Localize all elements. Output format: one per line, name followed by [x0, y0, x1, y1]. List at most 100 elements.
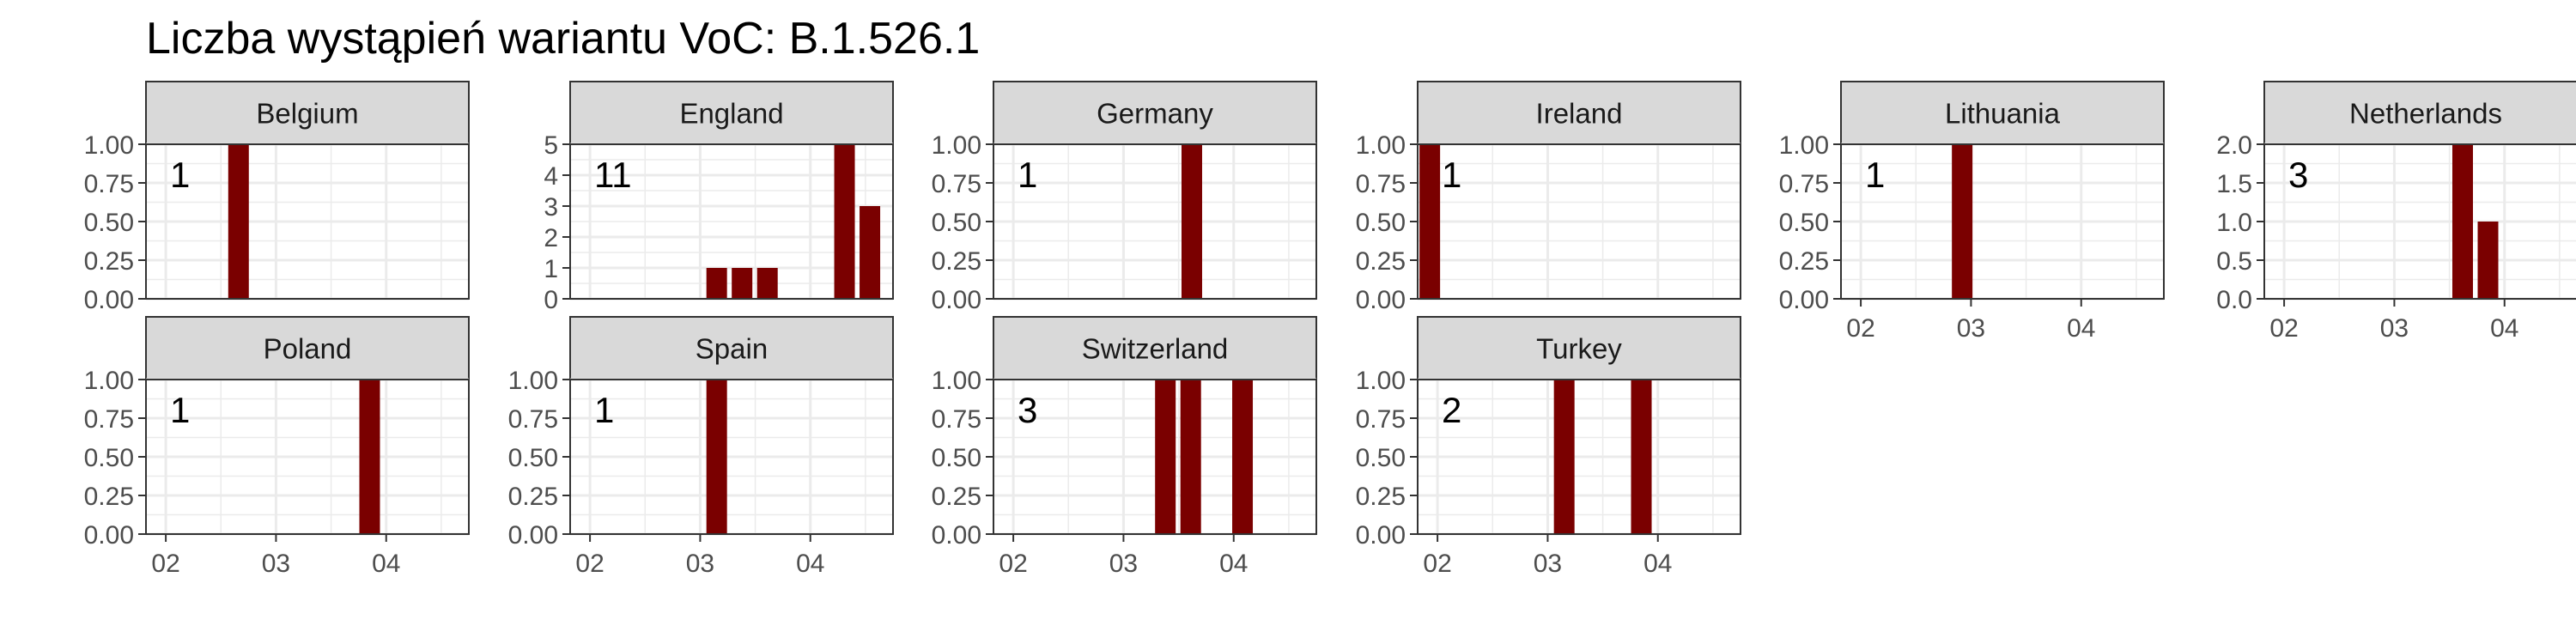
bar-switzerland-2	[1180, 380, 1201, 534]
panel-ireland: Ireland 1 0.00 0.25 0.50 0.75 1.00	[1356, 81, 1741, 314]
y-tick-label-belgium: 0.75	[84, 170, 134, 198]
panel-netherlands: Netherlands 3 0.0 0.5 1.0 1.5 2.0 02 03 04	[2216, 81, 2576, 343]
y-tick-label-germany: 0.50	[932, 209, 981, 237]
x-tick-label-lithuania: 02	[1846, 314, 1874, 343]
chart-title: Liczba wystąpień wariantu VoC: B.1.526.1	[146, 14, 980, 64]
bar-ireland-1	[1419, 144, 1441, 299]
count-label-lithuania: 1	[1865, 155, 1885, 195]
x-tick-label-switzerland: 02	[999, 550, 1027, 578]
x-tick-label-spain: 02	[575, 550, 604, 578]
bar-england-2	[732, 268, 753, 299]
count-label-switzerland: 3	[1018, 390, 1037, 430]
strip-label-england: England	[679, 98, 783, 130]
y-tick-label-switzerland: 0.75	[932, 405, 981, 434]
strip-label-germany: Germany	[1097, 98, 1213, 130]
y-tick-label-spain: 0.50	[508, 444, 558, 472]
y-tick-label-lithuania: 0.00	[1779, 286, 1829, 314]
strip-belgium	[145, 81, 470, 145]
y-tick-label-poland: 0.25	[84, 483, 134, 511]
y-tick-label-poland: 0.00	[84, 521, 134, 550]
y-tick-label-spain: 1.00	[508, 367, 558, 395]
x-tick-label-turkey: 03	[1534, 550, 1562, 578]
bar-netherlands-1	[2451, 144, 2473, 299]
strip-spain	[569, 316, 894, 380]
y-tick-label-poland: 0.75	[84, 405, 134, 434]
x-tick-label-switzerland: 04	[1219, 550, 1248, 578]
y-tick-label-england: 4	[544, 162, 558, 191]
x-tick-label-netherlands: 04	[2490, 314, 2518, 343]
strip-label-ireland: Ireland	[1536, 98, 1623, 130]
bar-england-1	[706, 268, 727, 299]
strip-label-turkey: Turkey	[1536, 333, 1622, 365]
x-tick-label-lithuania: 04	[2067, 314, 2095, 343]
strip-label-switzerland: Switzerland	[1082, 333, 1229, 365]
strip-label-lithuania: Lithuania	[1945, 98, 2061, 130]
strip-label-belgium: Belgium	[256, 98, 358, 130]
strip-lithuania	[1840, 81, 2165, 145]
bar-lithuania-1	[1952, 144, 1973, 299]
bar-netherlands-2	[2477, 222, 2499, 299]
x-tick-label-turkey: 02	[1423, 550, 1451, 578]
panel-spain: Spain 1 0.00 0.25 0.50 0.75 1.00 02 03 04	[508, 316, 894, 578]
y-tick-label-belgium: 0.50	[84, 209, 134, 237]
x-tick-label-spain: 04	[796, 550, 824, 578]
y-tick-label-switzerland: 0.50	[932, 444, 981, 472]
y-tick-label-turkey: 0.25	[1356, 483, 1406, 511]
bar-spain-1	[706, 380, 727, 534]
y-tick-label-spain: 0.00	[508, 521, 558, 550]
panel-germany: Germany 1 0.00 0.25 0.50 0.75 1.00	[932, 81, 1317, 314]
y-tick-label-belgium: 1.00	[84, 131, 134, 160]
x-tick-label-poland: 03	[262, 550, 290, 578]
panel-poland: Poland 1 0.00 0.25 0.50 0.75 1.00 02 03 04	[84, 316, 470, 578]
count-label-belgium: 1	[170, 155, 190, 195]
panel-belgium: Belgium 1 0.00 0.25 0.50 0.75 1.00	[84, 81, 470, 314]
y-tick-label-poland: 1.00	[84, 367, 134, 395]
count-label-england: 11	[594, 155, 632, 195]
count-label-spain: 1	[594, 390, 614, 430]
y-tick-label-netherlands: 2.0	[2216, 131, 2252, 160]
count-label-germany: 1	[1018, 155, 1037, 195]
y-tick-label-netherlands: 0.0	[2216, 286, 2252, 314]
strip-ireland	[1417, 81, 1741, 145]
count-label-netherlands: 3	[2288, 155, 2308, 195]
y-tick-label-england: 1	[544, 255, 558, 283]
x-tick-label-switzerland: 03	[1109, 550, 1138, 578]
y-tick-label-england: 0	[544, 286, 558, 314]
y-tick-label-spain: 0.75	[508, 405, 558, 434]
panel-border-england	[569, 143, 894, 300]
count-label-ireland: 1	[1442, 155, 1461, 195]
bar-germany-1	[1181, 144, 1202, 299]
y-tick-label-turkey: 0.00	[1356, 521, 1406, 550]
strip-netherlands	[2263, 81, 2576, 145]
y-tick-label-turkey: 0.50	[1356, 444, 1406, 472]
x-tick-label-spain: 03	[686, 550, 714, 578]
strip-germany	[993, 81, 1317, 145]
x-tick-label-netherlands: 03	[2380, 314, 2409, 343]
y-tick-label-switzerland: 0.00	[932, 521, 981, 550]
y-tick-label-lithuania: 0.50	[1779, 209, 1829, 237]
y-tick-label-switzerland: 0.25	[932, 483, 981, 511]
y-tick-label-england: 2	[544, 224, 558, 252]
y-tick-label-germany: 0.75	[932, 170, 981, 198]
strip-turkey	[1417, 316, 1741, 380]
y-tick-label-switzerland: 1.00	[932, 367, 981, 395]
bar-turkey-1	[1553, 380, 1575, 534]
bar-england-4	[834, 144, 855, 299]
x-tick-label-lithuania: 03	[1957, 314, 1985, 343]
y-tick-label-germany: 0.25	[932, 247, 981, 276]
y-tick-label-england: 3	[544, 193, 558, 222]
strip-label-netherlands: Netherlands	[2349, 98, 2502, 130]
bar-poland-1	[359, 380, 380, 534]
count-label-poland: 1	[170, 390, 190, 430]
bar-england-3	[756, 268, 778, 299]
strip-label-poland: Poland	[264, 333, 352, 365]
y-tick-label-germany: 0.00	[932, 286, 981, 314]
y-tick-label-turkey: 0.75	[1356, 405, 1406, 434]
bar-belgium-1	[228, 144, 249, 299]
y-tick-label-netherlands: 0.5	[2216, 247, 2252, 276]
y-tick-label-poland: 0.50	[84, 444, 134, 472]
y-tick-label-england: 5	[544, 131, 558, 160]
y-tick-label-ireland: 0.00	[1356, 286, 1406, 314]
